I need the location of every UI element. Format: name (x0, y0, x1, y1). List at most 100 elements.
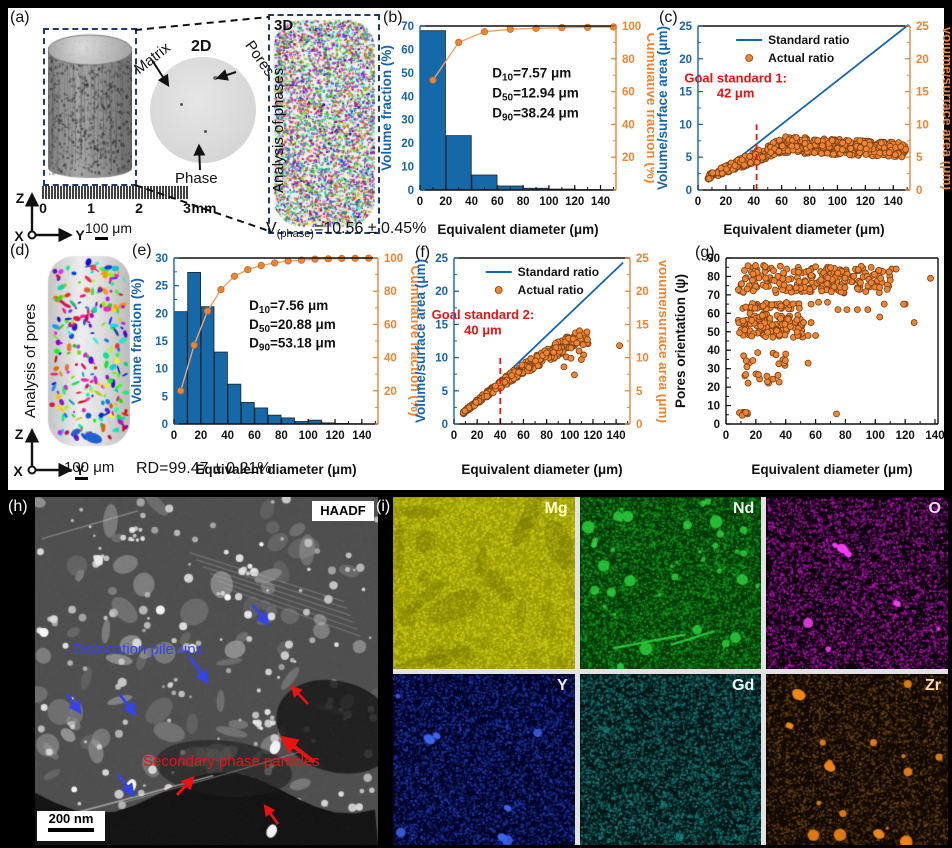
eds-map-gd: Gd (579, 673, 762, 845)
dislocation-arrow (251, 604, 270, 627)
scalebar-200nm-text: 200 nm (48, 811, 94, 826)
right-tick-label: 60 (622, 87, 635, 99)
dislocation-arrow (118, 694, 137, 717)
x-tick-label: 0 (695, 196, 701, 208)
scatter-point (579, 341, 587, 349)
bar (254, 407, 269, 425)
scatter-point (792, 134, 800, 141)
right-tick-label: 5 (636, 386, 643, 398)
left-tick-label: 0 (442, 419, 448, 431)
scatter-point (775, 148, 783, 155)
x-tick-label: 80 (540, 430, 553, 442)
eds-map-canvas-gd (579, 673, 762, 845)
scatter-point (783, 299, 790, 306)
left-tick-label: 5 (686, 152, 693, 164)
left-tick-label: 20 (679, 54, 692, 66)
pores-3d-rendering (46, 254, 132, 448)
goal-text: Goal standard 2: (432, 307, 535, 322)
scatter-point (885, 149, 893, 156)
scatter-point (785, 284, 793, 292)
bar (267, 414, 282, 425)
left-tick-label: 15 (435, 319, 448, 331)
scatter-point (780, 269, 787, 277)
scatter-point (867, 279, 875, 287)
scalebar-200nm-bar (48, 828, 94, 832)
sample-cylinder-photo (48, 32, 132, 180)
cumulative-marker (257, 261, 265, 270)
scalebar-200nm-box: 200 nm (37, 811, 105, 841)
scatter-point (755, 371, 762, 378)
panel-a-overlay: 0 1 2 3 mm Z X Y (14, 16, 270, 242)
left-tick-label: 30 (155, 253, 168, 265)
scatter-point (757, 322, 765, 330)
left-tick-label: 0 (162, 419, 168, 431)
pore-spot (180, 103, 183, 106)
x-tick-label: 0 (171, 430, 177, 442)
scatter-point (839, 139, 846, 147)
goal-text: 40 μm (464, 322, 502, 337)
panel-label-g: (g) (695, 244, 715, 261)
scatter-point (875, 266, 883, 274)
scatter-point (817, 150, 825, 157)
right-axis-title: Cumulative fraction (%) (408, 266, 418, 417)
x-tick-label: 80 (839, 430, 852, 442)
left-tick-label: 50 (707, 327, 720, 339)
scatter-point (746, 152, 754, 160)
cumulative-marker (284, 257, 292, 265)
left-axis-title: Volume fraction (%) (379, 45, 394, 171)
scatter-point (472, 398, 480, 406)
x-tick-label: 140 (607, 430, 626, 442)
left-tick-label: 10 (155, 364, 168, 376)
scatter-point (824, 298, 831, 306)
chart-volume-fraction-pores: 0 20 40 60 80 100 120 140 0 5 10 15 20 25 30 20 40 60 80 10… (129, 253, 418, 477)
scatter-point (767, 149, 775, 156)
left-tick-label: 20 (401, 138, 414, 150)
scatter-point (788, 142, 796, 150)
scatter-point (744, 379, 752, 387)
scatter-point (814, 137, 822, 144)
eds-map-mg: Mg (393, 497, 575, 669)
dislocation-arrow (116, 773, 135, 798)
eds-map-label-zr: Zr (925, 676, 941, 694)
x-axis-label: X (14, 228, 24, 242)
x-tick-label: 60 (809, 430, 822, 442)
scatter-point (850, 272, 858, 280)
x-tick-label: 120 (583, 430, 602, 442)
scatter-point (744, 262, 752, 270)
scatter-point (583, 328, 591, 336)
scatter-point (776, 262, 784, 270)
scatter-point (567, 354, 575, 362)
dislocation-pileups-label: Dislocation pile-ups (73, 641, 204, 658)
scatter-point (752, 262, 759, 269)
x-tick-label: 20 (749, 430, 762, 442)
left-tick-label: 30 (401, 115, 414, 127)
scatter-point (709, 169, 717, 177)
scatter-point (742, 303, 750, 311)
scatter-point (762, 274, 769, 282)
scatter-point (749, 357, 757, 364)
chart-pores-orientation: 0 20 40 60 80 100 120 140 0 10 20 30 40 50 60 70 80 90 Equ… (673, 253, 945, 477)
scatter-point (880, 300, 888, 308)
dislocation-arrow (65, 693, 82, 715)
bar (281, 417, 295, 425)
scatter-point (800, 319, 808, 326)
scatter-point (854, 285, 861, 293)
bar (240, 402, 255, 425)
scatter-point (885, 268, 893, 276)
scatter-point (818, 287, 826, 295)
cumulative-marker (311, 255, 319, 263)
x-tick-label: 100 (828, 196, 847, 208)
scatter-point (567, 344, 575, 352)
x-axis-title: Equivalent diameter (μm) (437, 222, 598, 237)
scatter-point (743, 363, 751, 371)
scatter-point (804, 359, 812, 367)
left-axis-title: Volume/surface area (μm) (413, 259, 428, 423)
scatter-point (781, 331, 789, 339)
scatter-point (751, 304, 759, 312)
phase-arrow (193, 143, 206, 171)
scatter-point (748, 276, 756, 284)
left-tick-label: 40 (707, 345, 720, 357)
secondary-phase-arrow (175, 776, 195, 797)
scatter-point (841, 284, 849, 291)
scatter-point (769, 375, 777, 383)
